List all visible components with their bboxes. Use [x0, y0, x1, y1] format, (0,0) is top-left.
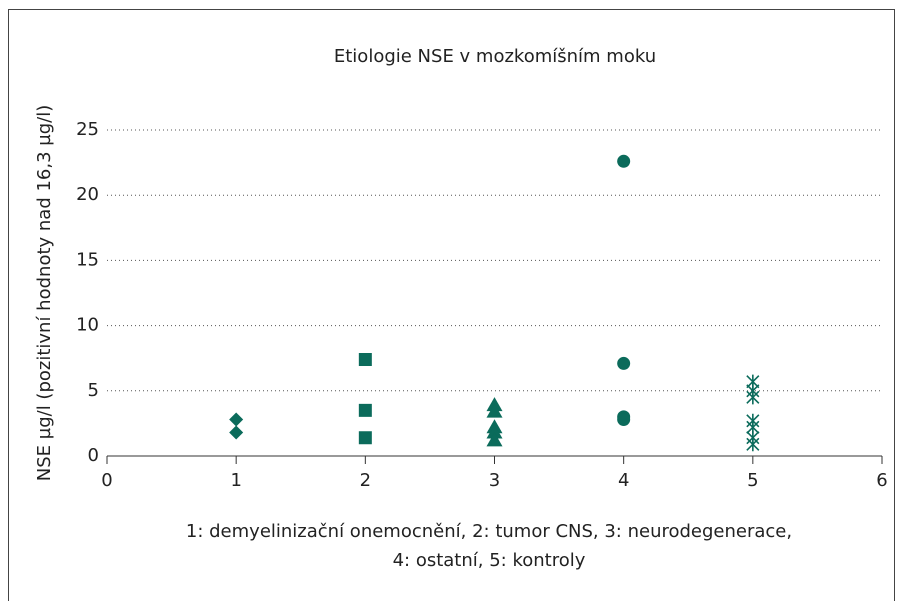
- point: [229, 425, 244, 440]
- point: [229, 412, 244, 427]
- point: [746, 437, 760, 452]
- x-tick-label: 6: [876, 470, 887, 491]
- x-tick-label: 4: [618, 470, 629, 491]
- x-tick-label: 0: [101, 470, 112, 491]
- point: [746, 390, 760, 405]
- point: [486, 432, 503, 447]
- point: [358, 431, 372, 445]
- point: [617, 154, 631, 168]
- frame: [8, 9, 895, 601]
- x-tick-label: 2: [360, 470, 371, 491]
- x-tick-label: 5: [747, 470, 758, 491]
- y-tick-label: 25: [76, 119, 99, 140]
- point: [617, 412, 631, 426]
- point: [486, 424, 503, 439]
- y-tick-label: 0: [88, 445, 99, 466]
- point: [617, 356, 631, 370]
- y-tick-label: 5: [88, 380, 99, 401]
- y-tick-label: 10: [76, 315, 99, 336]
- y-axis-label: NSE µg/l (pozitivní hodnoty nad 16,3 µg/…: [34, 105, 55, 481]
- point: [358, 403, 372, 417]
- y-tick-label: 15: [76, 249, 99, 270]
- point: [358, 353, 372, 367]
- x-tick-label: 1: [230, 470, 241, 491]
- y-tick-label: 20: [76, 184, 99, 205]
- x-axis-label: 1: demyelinizační onemocnění, 2: tumor C…: [186, 521, 792, 542]
- x-tick-label: 3: [489, 470, 500, 491]
- chart-title: Etiologie NSE v mozkomíšním moku: [334, 46, 656, 67]
- x-axis-label: 4: ostatní, 5: kontroly: [393, 550, 586, 571]
- point: [486, 403, 503, 418]
